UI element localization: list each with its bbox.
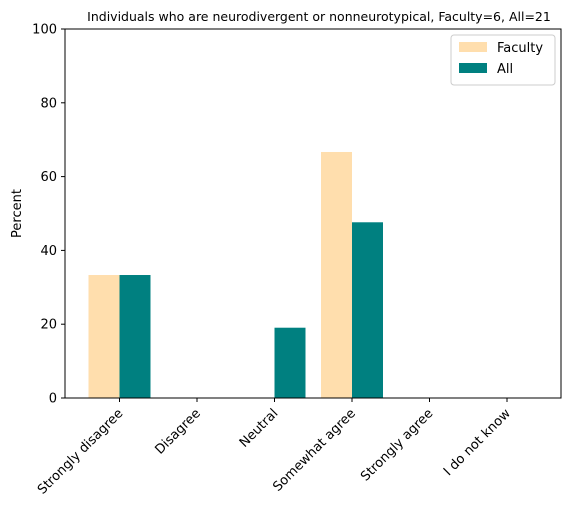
y-tick-label: 0 [49,392,57,407]
legend-label-faculty: Faculty [497,41,543,56]
y-axis-label: Percent [10,189,25,238]
bar-faculty-0 [88,275,120,398]
y-axis: 0 20 40 60 80 100 [32,23,65,407]
y-tick-label: 100 [32,23,57,38]
y-tick-label: 40 [40,244,57,259]
x-tick-label: Disagree [152,406,203,457]
x-tick-label: Somewhat agree [270,406,359,495]
y-tick-label: 60 [40,170,57,185]
x-tick-label: Neutral [237,406,282,451]
y-tick-label: 80 [40,96,57,111]
legend-swatch-all [459,63,487,73]
x-axis: Strongly disagree Disagree NeutralSomewhat… [35,398,514,498]
bar-all-2 [274,327,306,398]
bar-faculty-3 [321,151,352,398]
bar-all-3 [352,222,383,398]
legend-swatch-faculty [459,42,487,52]
plot-bars [88,151,383,398]
y-tick-label: 20 [40,318,57,333]
x-tick-label: Strongly disagree [35,406,126,497]
chart-title: Individuals who are neurodivergent or no… [87,9,551,24]
x-tick-label: I do not know [441,406,514,479]
bar-all-0 [119,275,151,398]
x-tick-label: Strongly agree [358,406,436,484]
legend-label-all: All [497,62,513,77]
plot-frame [64,28,562,399]
legend: Faculty All [450,34,556,86]
